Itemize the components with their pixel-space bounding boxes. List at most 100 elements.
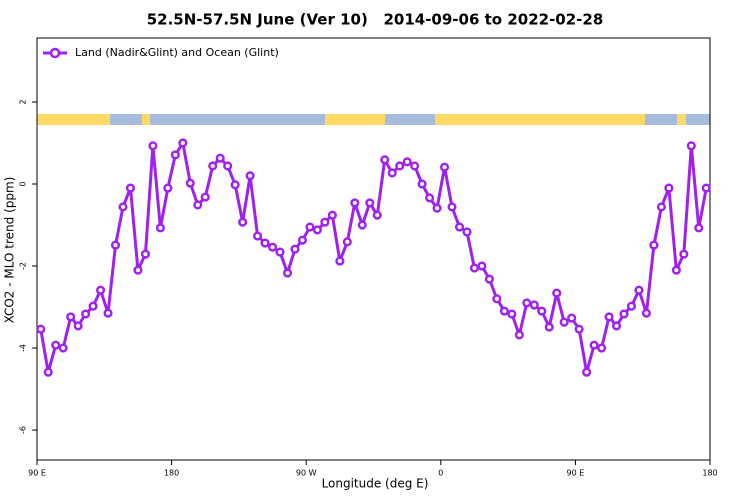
data-point <box>462 227 472 237</box>
data-point <box>552 288 562 298</box>
data-point <box>73 321 83 331</box>
data-point <box>649 240 659 250</box>
data-point <box>335 256 345 266</box>
series-line <box>39 141 708 374</box>
data-point <box>454 222 465 232</box>
data-point <box>439 162 450 172</box>
plot-frame <box>36 37 711 461</box>
data-point <box>125 183 136 193</box>
data-point <box>641 308 651 318</box>
data-point <box>604 312 614 322</box>
data-point <box>514 330 524 340</box>
x-axis-label: Longitude (deg E) <box>322 477 429 491</box>
data-point <box>417 179 427 189</box>
y-axis-label: XCO2 - MLO trend (ppm) <box>3 177 17 324</box>
data-point <box>282 268 293 278</box>
data-point <box>402 157 412 167</box>
data-point <box>499 306 509 316</box>
data-point <box>88 301 98 311</box>
data-point <box>215 153 225 163</box>
data-point <box>208 161 218 171</box>
data-point <box>103 308 113 318</box>
y-tick-label: -2 <box>19 262 28 270</box>
data-point <box>223 161 233 171</box>
data-point <box>163 183 173 193</box>
data-point <box>297 235 308 245</box>
data-point <box>185 178 195 188</box>
data-point <box>529 300 539 310</box>
data-point <box>626 301 637 311</box>
data-point <box>425 193 435 203</box>
data-point <box>522 298 532 308</box>
data-point <box>320 217 330 227</box>
data-point <box>260 238 270 248</box>
data-point <box>589 340 599 350</box>
data-point <box>96 285 106 295</box>
data-point <box>432 203 442 213</box>
data-point <box>58 343 68 353</box>
data-point <box>597 343 607 353</box>
data-point <box>290 244 300 254</box>
data-point <box>507 309 517 319</box>
data-point <box>51 340 61 350</box>
data-point <box>656 202 666 212</box>
data-point <box>447 202 457 212</box>
land-ocean-strip <box>37 114 710 125</box>
data-point <box>582 367 592 377</box>
data-point <box>133 265 143 275</box>
data-point <box>619 309 629 319</box>
data-point <box>679 249 689 259</box>
data-point <box>469 263 480 273</box>
data-point <box>342 237 352 247</box>
y-tick-label: 0 <box>19 181 28 186</box>
data-point <box>380 155 390 165</box>
data-point <box>611 321 622 331</box>
y-tick-label: 2 <box>19 99 28 104</box>
x-tick-label: 180 <box>702 469 717 478</box>
data-point <box>671 265 681 275</box>
data-point <box>140 249 150 259</box>
y-tick-label: -4 <box>19 344 28 352</box>
data-point <box>312 225 322 235</box>
data-point <box>350 198 360 208</box>
data-point <box>372 210 382 220</box>
data-point <box>686 141 696 151</box>
data-point <box>81 309 91 319</box>
data-point <box>118 202 128 212</box>
data-point <box>275 247 285 257</box>
data-point <box>178 138 188 148</box>
data-point <box>574 324 584 334</box>
data-point <box>66 312 76 322</box>
data-point <box>268 242 278 252</box>
data-point <box>155 223 165 233</box>
data-point <box>537 306 547 316</box>
x-tick-label: 0 <box>438 469 443 478</box>
data-point <box>245 171 255 181</box>
data-point <box>305 222 315 232</box>
data-point <box>200 192 210 202</box>
data-point <box>701 183 711 193</box>
chart-title: 52.5N-57.5N June (Ver 10) 2014-09-06 to … <box>147 11 604 29</box>
data-point <box>110 240 121 250</box>
data-point <box>193 200 203 210</box>
data-point <box>253 231 263 241</box>
data-point <box>43 367 53 377</box>
data-point <box>357 220 367 230</box>
data-point <box>230 180 240 190</box>
data-point <box>395 161 405 171</box>
data-point <box>387 168 397 178</box>
data-point <box>544 322 554 332</box>
y-tick-label: -6 <box>19 426 28 434</box>
data-point <box>148 141 158 151</box>
data-point <box>559 317 569 327</box>
x-tick-label: 180 <box>164 469 179 478</box>
legend-label: Land (Nadir&Glint) and Ocean (Glint) <box>75 46 279 59</box>
data-point <box>477 261 487 271</box>
x-tick-label: 90 E <box>28 469 46 478</box>
data-point <box>238 217 248 227</box>
data-point <box>567 313 577 323</box>
data-point <box>492 294 502 304</box>
data-point <box>365 198 375 208</box>
data-point <box>36 324 46 334</box>
